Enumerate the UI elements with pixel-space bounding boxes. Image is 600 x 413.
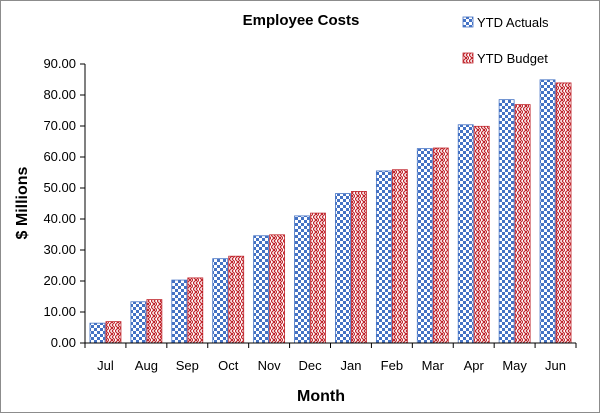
y-tick-label: 20.00	[43, 273, 76, 288]
bar-actuals-sep	[171, 279, 188, 344]
y-axis-ticks: 0.00 10.00 20.00 30.00 40.00 50.00 60.00 70.00 8…	[43, 56, 85, 350]
legend-label-actuals: YTD Actuals	[477, 15, 549, 30]
legend-item-budget: YTD Budget	[462, 51, 548, 66]
x-tick-label: Oct	[218, 358, 239, 373]
x-tick-label: Aug	[135, 358, 158, 373]
y-tick-label: 70.00	[43, 118, 76, 133]
legend-swatch-budget	[462, 52, 474, 64]
legend: YTD Actuals YTD Budget	[462, 15, 549, 66]
x-tick-label: Dec	[298, 358, 322, 373]
x-tick-label: Jul	[97, 358, 114, 373]
x-tick-label: Apr	[464, 358, 485, 373]
legend-label-budget: YTD Budget	[477, 51, 548, 66]
bar-budget-jul	[105, 321, 122, 344]
bar-budget-jan	[351, 191, 367, 344]
y-tick-label: 80.00	[43, 87, 76, 102]
bar-budget-feb	[391, 169, 408, 344]
x-tick-label: Jun	[545, 358, 566, 373]
y-tick-label: 40.00	[43, 211, 76, 226]
y-tick-label: 50.00	[43, 180, 76, 195]
x-axis-label: Month	[297, 388, 345, 405]
x-tick-label: Mar	[422, 358, 445, 373]
bar-actuals-apr	[457, 124, 474, 344]
y-axis-label: $ Millions	[14, 166, 31, 239]
bar-budget-oct	[228, 255, 245, 344]
bar-budget-apr	[473, 125, 490, 344]
bar-actuals-mar	[416, 148, 433, 344]
legend-item-actuals: YTD Actuals	[462, 15, 549, 30]
legend-swatch-actuals	[462, 16, 474, 28]
bar-actuals-jul	[89, 322, 106, 344]
bar-actuals-feb	[375, 170, 392, 344]
x-tick-label: Jan	[340, 358, 361, 373]
bar-actuals-oct	[212, 258, 229, 344]
bar-budget-may	[514, 104, 531, 344]
bar-actuals-nov	[253, 235, 270, 344]
bar-budget-jun	[555, 82, 572, 344]
y-tick-label: 90.00	[43, 56, 76, 71]
bar-actuals-jan	[335, 193, 351, 344]
chart-title: Employee Costs	[243, 12, 360, 29]
y-tick-label: 0.00	[51, 335, 76, 350]
bar-budget-aug	[146, 299, 163, 344]
bar-actuals-jun	[539, 79, 556, 344]
y-tick-label: 10.00	[43, 304, 76, 319]
bar-budget-mar	[432, 147, 449, 344]
bar-budget-dec	[310, 212, 326, 344]
bar-actuals-may	[498, 99, 515, 344]
axes	[84, 64, 576, 344]
x-tick-label: May	[502, 358, 527, 373]
x-tick-label: Sep	[176, 358, 199, 373]
bar-actuals-aug	[130, 301, 147, 344]
y-tick-label: 60.00	[43, 149, 76, 164]
bar-actuals-dec	[294, 215, 310, 344]
bars	[89, 79, 572, 344]
bar-budget-sep	[187, 277, 204, 344]
x-tick-label: Feb	[381, 358, 403, 373]
bar-budget-nov	[269, 234, 286, 344]
x-tick-label: Nov	[258, 358, 282, 373]
x-axis-ticks: Jul Aug Sep Oct Nov Dec Jan Feb Mar Apr May Jun	[84, 343, 577, 373]
y-tick-label: 30.00	[43, 242, 76, 257]
